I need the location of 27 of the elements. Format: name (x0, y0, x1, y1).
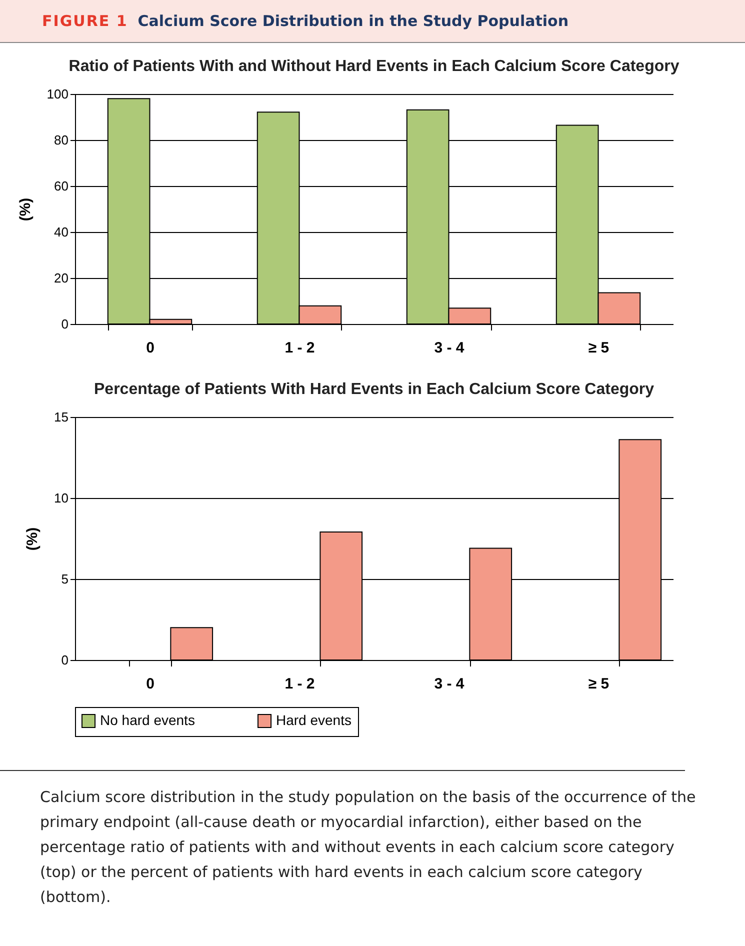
y-tick-label: 15 (54, 410, 68, 424)
y-tick-label: 10 (54, 490, 68, 506)
text: Calcium score distribution in the study population on the basis of the occurrence of the primary endpoint (all-cause death or myocardial infarction), either based on the percentage ratio of patients with and without events in each calcium score category (top) or the percent of patients with hard events in each calcium score category (bottom). (39, 787, 697, 908)
y-tick-label: 40 (54, 224, 68, 240)
chart-title: Percentage of Patients With Hard Events in Each Calcium Score Category (94, 381, 654, 398)
text: Calcium Score Distribution in the Study Population (138, 12, 569, 30)
x-tick-label: 0 (146, 676, 154, 692)
x-tick-label: ≥ 5 (588, 676, 610, 692)
y-tick-label: 20 (54, 270, 68, 286)
y-tick-label: 100 (46, 86, 68, 102)
x-tick-label: 1 - 2 (284, 340, 315, 356)
y-tick-label: 0 (61, 316, 68, 332)
caption: FIGURE 1 (42, 12, 128, 30)
legend-label: Hard events (276, 712, 352, 728)
x-tick-label: ≥ 5 (588, 340, 610, 356)
y-tick-label: 0 (61, 652, 68, 668)
x-tick-label: 3 - 4 (434, 676, 465, 692)
legend-label: No hard events (100, 712, 195, 728)
y-tick-label: 5 (61, 572, 68, 586)
y-axis-title: (%) (16, 198, 34, 222)
y-tick-label: 60 (54, 178, 68, 194)
y-tick-label: 80 (54, 132, 68, 148)
y-axis-title: (%) (24, 527, 42, 551)
x-tick-label: 0 (146, 340, 154, 356)
x-tick-label: 1 - 2 (284, 676, 315, 692)
chart-title: Ratio of Patients With and Without Hard Events in Each Calcium Score Category (68, 58, 680, 75)
x-tick-label: 3 - 4 (434, 340, 465, 356)
